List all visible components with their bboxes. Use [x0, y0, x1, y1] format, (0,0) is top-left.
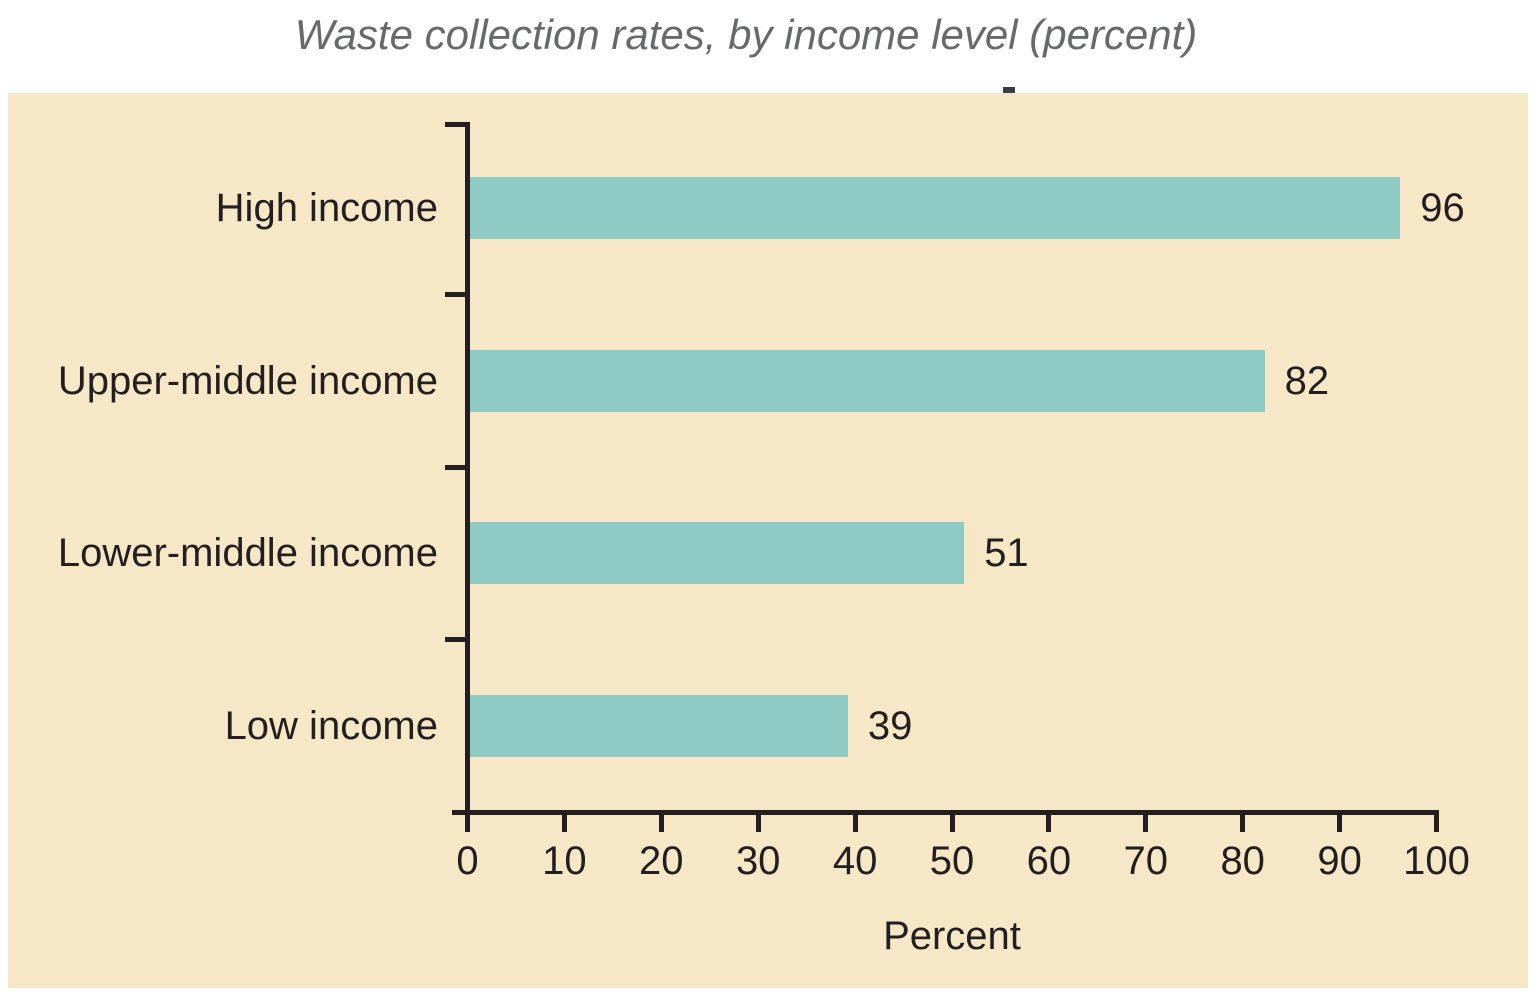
- y-tick: [445, 292, 465, 297]
- x-tick: [1046, 815, 1052, 832]
- bar: [470, 694, 848, 757]
- x-tick: [1240, 815, 1246, 832]
- x-tick: [1434, 815, 1439, 832]
- x-tick-label: 50: [929, 839, 975, 883]
- x-tick-label: 100: [1403, 839, 1470, 883]
- x-tick-label: 80: [1220, 839, 1265, 883]
- y-tick: [445, 122, 465, 127]
- value-label: 96: [1420, 186, 1465, 231]
- x-axis-title: Percent: [883, 914, 1021, 958]
- x-tick: [755, 815, 761, 832]
- x-tick: [949, 815, 955, 832]
- x-tick-label: 90: [1317, 839, 1362, 883]
- x-tick: [1143, 815, 1149, 832]
- bar: [470, 177, 1401, 240]
- x-axis-line: [452, 810, 1439, 815]
- category-label: Low income: [224, 703, 438, 748]
- y-tick: [445, 464, 465, 470]
- bar: [470, 349, 1265, 412]
- x-tick-label: 30: [735, 839, 781, 883]
- x-tick-label: 0: [456, 839, 479, 883]
- value-label: 51: [984, 531, 1029, 576]
- chart-panel: 0 10 20 30 40 50 60 70 80 90 100 High income 96 Upper…: [8, 93, 1528, 988]
- value-label: 82: [1284, 358, 1330, 403]
- x-tick: [658, 815, 664, 832]
- x-tick: [465, 815, 470, 832]
- x-tick-label: 40: [832, 839, 878, 883]
- cropped-text-artifact: [1003, 87, 1015, 93]
- x-tick-label: 70: [1123, 839, 1169, 883]
- x-tick: [561, 815, 567, 832]
- chart-title: Waste collection rates, by income level …: [294, 11, 1198, 58]
- x-tick-label: 60: [1026, 839, 1072, 883]
- y-tick: [445, 637, 465, 642]
- value-label: 39: [867, 703, 913, 748]
- category-label: High income: [215, 186, 438, 231]
- x-tick-label: 10: [542, 839, 587, 883]
- x-tick: [1337, 815, 1343, 832]
- y-axis-line: [465, 122, 470, 815]
- x-tick: [852, 815, 858, 832]
- bar: [470, 522, 965, 585]
- category-label: Upper-middle income: [57, 358, 438, 403]
- category-label: Lower-middle income: [57, 531, 438, 576]
- x-tick-label: 20: [639, 839, 684, 883]
